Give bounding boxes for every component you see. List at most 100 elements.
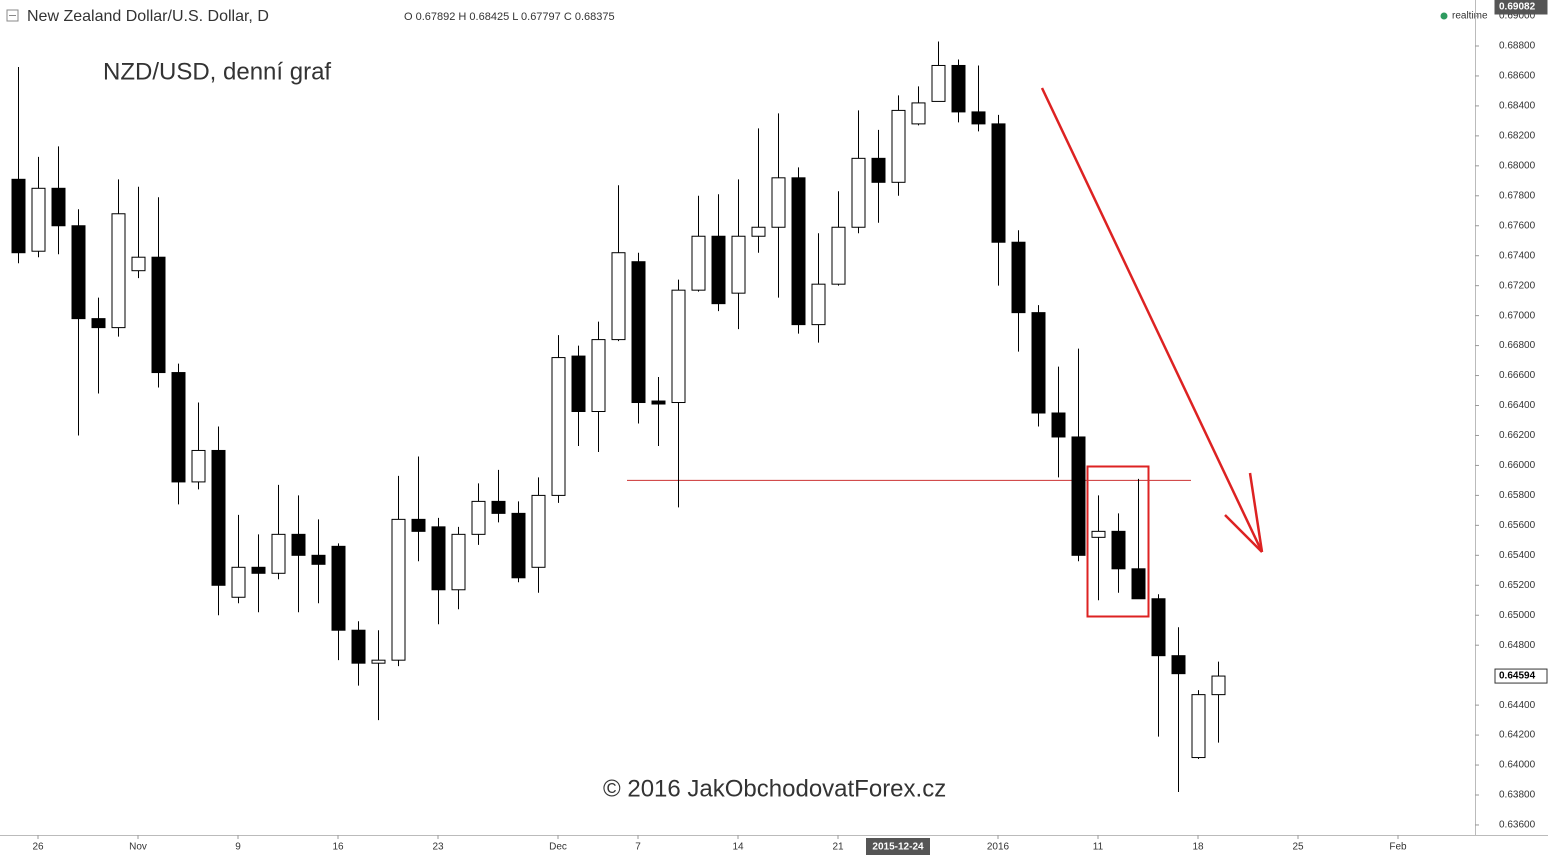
candle-body <box>1171 655 1186 675</box>
ohlc-readout: O 0.67892 H 0.68425 L 0.67797 C 0.68375 <box>404 11 615 23</box>
x-tick-label: 16 <box>332 842 344 853</box>
x-marker-box <box>866 838 930 855</box>
x-tick-label: 21 <box>832 842 844 853</box>
candle-body <box>1051 412 1066 438</box>
y-tick-label: 0.66200 <box>1499 430 1536 441</box>
price-marker-box <box>1494 668 1548 684</box>
candle-body <box>851 157 866 228</box>
candle-body <box>391 518 406 661</box>
trend-arrow <box>1040 87 1264 553</box>
y-tick-label: 0.67600 <box>1499 220 1536 231</box>
candle-body <box>231 566 246 598</box>
candle-body <box>631 261 646 404</box>
x-tick-label: 23 <box>432 842 444 853</box>
candle-body <box>331 545 346 631</box>
y-tick-label: 0.67400 <box>1499 250 1536 261</box>
highlight-box <box>1086 465 1150 618</box>
candle-body <box>671 289 686 404</box>
y-tick-label: 0.67200 <box>1499 280 1536 291</box>
x-tick-label: 11 <box>1093 842 1104 853</box>
candle-body <box>91 318 106 329</box>
candle-body <box>371 659 386 664</box>
candle-body <box>111 213 126 329</box>
candle-body <box>151 256 166 374</box>
y-tick-label: 0.66800 <box>1499 340 1536 351</box>
candle-body <box>1211 675 1226 696</box>
candle-body <box>651 400 666 405</box>
candle-body <box>451 533 466 591</box>
candle-body <box>211 449 226 586</box>
candle-body <box>51 187 66 227</box>
candle-body <box>971 111 986 125</box>
y-tick-label: 0.67800 <box>1499 190 1536 201</box>
candle-body <box>131 256 146 272</box>
x-tick-label: Nov <box>129 842 147 853</box>
candle-body <box>31 187 46 252</box>
candle-body <box>511 512 526 579</box>
x-tick-label: 7 <box>635 842 641 853</box>
y-tick-label: 0.63800 <box>1499 790 1536 801</box>
candle-body <box>1151 598 1166 657</box>
candle-body <box>791 177 806 326</box>
candle-body <box>871 157 886 183</box>
candle-body <box>731 235 746 294</box>
candle-body <box>911 102 926 125</box>
candle-body <box>551 357 566 496</box>
y-tick-label: 0.68400 <box>1499 101 1536 112</box>
y-tick-label: 0.68800 <box>1499 41 1536 52</box>
candle-body <box>1031 312 1046 414</box>
collapse-icon[interactable] <box>6 9 19 22</box>
candle-body <box>931 64 946 102</box>
candle-body <box>831 226 846 285</box>
candle-body <box>291 533 306 556</box>
y-tick-label: 0.64800 <box>1499 640 1536 651</box>
x-tick-label: 14 <box>732 842 744 853</box>
x-tick-label: 9 <box>235 842 241 853</box>
y-tick-label: 0.65400 <box>1499 550 1536 561</box>
candle-body <box>531 494 546 568</box>
candle-body <box>431 526 446 591</box>
y-tick-label: 0.66400 <box>1499 400 1536 411</box>
x-tick-label: Dec <box>549 842 567 853</box>
y-tick-label: 0.65600 <box>1499 520 1536 531</box>
candle-body <box>811 283 826 326</box>
candle-body <box>471 500 486 535</box>
x-tick-label: 25 <box>1292 842 1304 853</box>
candle-body <box>891 109 906 183</box>
candle-body <box>711 235 726 305</box>
candle-body <box>11 178 26 254</box>
candle-body <box>351 629 366 664</box>
candle-body <box>491 500 506 514</box>
y-tick-label: 0.69000 <box>1499 11 1536 22</box>
y-tick-label: 0.65200 <box>1499 580 1536 591</box>
y-tick-label: 0.64000 <box>1499 760 1536 771</box>
candle-body <box>571 355 586 413</box>
y-tick-label: 0.66000 <box>1499 460 1536 471</box>
candle-body <box>591 339 606 413</box>
status-label: realtime <box>1452 11 1488 22</box>
candle-body <box>751 226 766 237</box>
price-marker-box <box>1494 0 1548 15</box>
candle-body <box>1131 568 1146 600</box>
x-tick-label: 2016 <box>987 842 1010 853</box>
candle-body <box>951 64 966 113</box>
y-tick-label: 0.66600 <box>1499 370 1536 381</box>
y-tick-label: 0.63600 <box>1499 820 1536 831</box>
x-tick-label: Feb <box>1389 842 1407 853</box>
price-marker-label: 0.69082 <box>1499 2 1536 13</box>
y-tick-label: 0.64400 <box>1499 700 1536 711</box>
copyright: © 2016 JakObchodovatForex.cz <box>603 775 946 802</box>
candle-body <box>71 225 86 320</box>
candle-body <box>771 177 786 228</box>
candle-body <box>691 235 706 291</box>
y-tick-label: 0.67000 <box>1499 310 1536 321</box>
instrument-title: New Zealand Dollar/U.S. Dollar, D <box>27 8 269 25</box>
status-dot <box>1440 12 1448 20</box>
candle-body <box>191 449 206 483</box>
y-tick-label: 0.68200 <box>1499 131 1536 142</box>
y-tick-label: 0.65800 <box>1499 490 1536 501</box>
candle-body <box>311 554 326 565</box>
candle-body <box>171 372 186 483</box>
y-tick-label: 0.68600 <box>1499 71 1536 82</box>
